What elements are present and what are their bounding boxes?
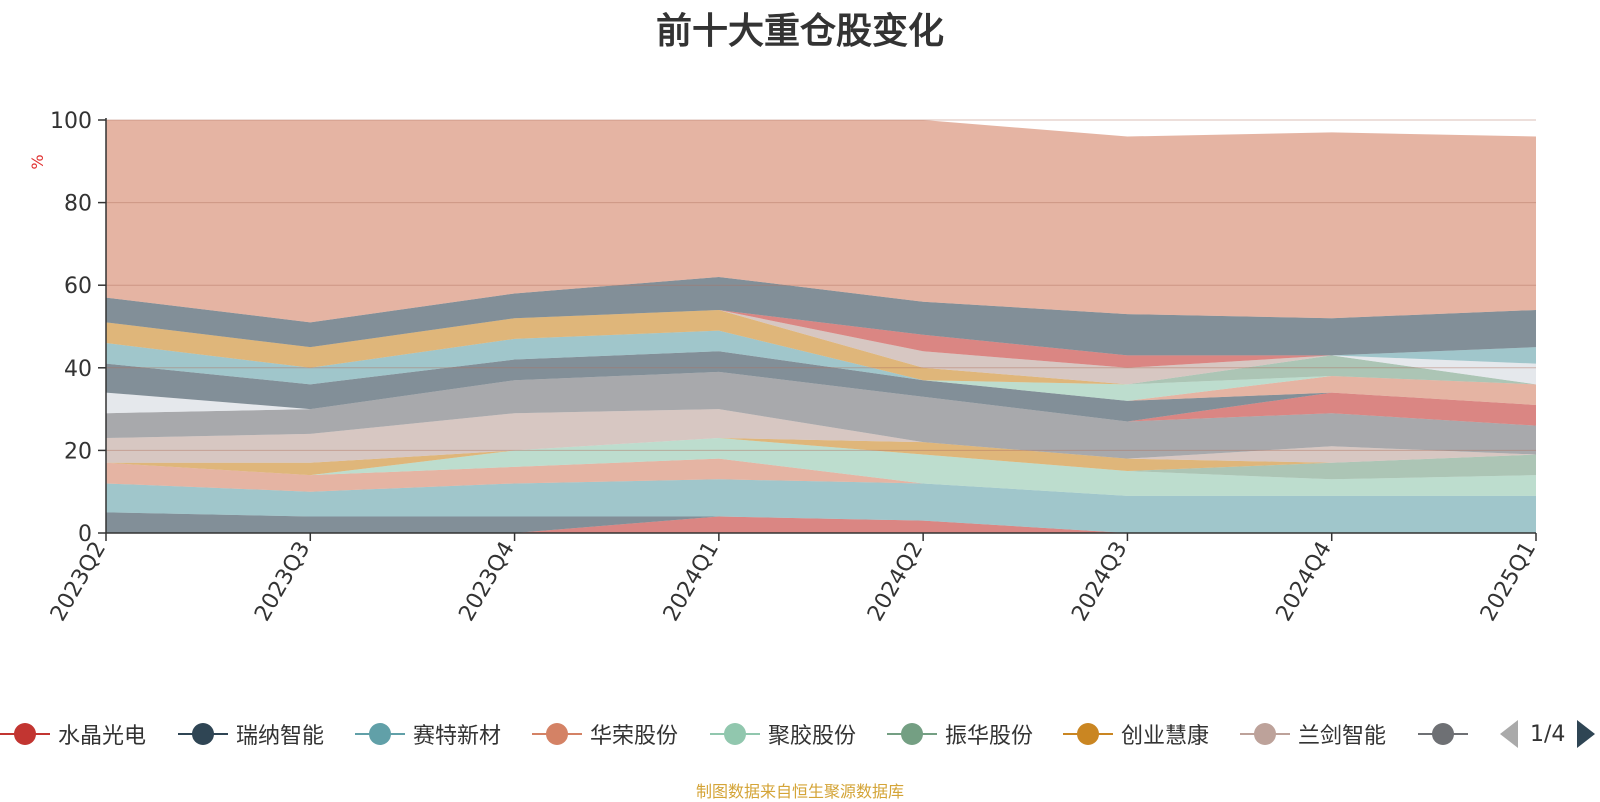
x-tick-label: 2023Q3 xyxy=(250,538,315,626)
y-tick-label: 40 xyxy=(64,357,92,382)
area-layers xyxy=(106,120,1536,533)
legend-page-indicator: 1/4 xyxy=(1530,721,1566,747)
chart-title: 前十大重仓股变化 xyxy=(655,11,944,52)
legend-label: 创业慧康 xyxy=(1121,724,1210,749)
legend-item[interactable]: 赛特新材 xyxy=(355,716,501,752)
x-tick-label: 2023Q4 xyxy=(454,538,519,626)
area-series-14[interactable] xyxy=(106,330,1536,401)
y-tick-label: 80 xyxy=(64,192,92,217)
area-series-7[interactable] xyxy=(106,438,1536,476)
legend-marker-icon xyxy=(178,719,228,749)
x-tick-label: 2024Q1 xyxy=(659,538,724,626)
legend-label: 瑞纳智能 xyxy=(236,724,325,749)
area-series-17[interactable] xyxy=(106,309,1536,385)
data-source-note: 制图数据来自恒生聚源数据库 xyxy=(695,782,904,801)
legend-label: 水晶光电 xyxy=(58,724,147,749)
legend: 水晶光电 瑞纳智能 赛特新材 华荣股份 聚胶股份 振华股份 创业慧康 兰剑智能 | xyxy=(0,716,1600,752)
y-tick-label: 100 xyxy=(50,109,92,134)
area-series-3[interactable] xyxy=(106,479,1536,533)
legend-marker-icon xyxy=(532,719,582,749)
legend-marker-icon xyxy=(1418,719,1468,749)
area-series-22[interactable] xyxy=(106,276,1536,356)
area-series-2[interactable] xyxy=(106,512,1536,533)
legend-marker-icon xyxy=(0,719,50,749)
x-tick-label: 2025Q1 xyxy=(1476,538,1541,626)
legend-marker-icon xyxy=(710,719,760,749)
area-series-8[interactable] xyxy=(106,409,1536,463)
legend-marker-icon xyxy=(355,719,405,749)
y-tick-label: 0 xyxy=(78,522,92,547)
legend-item[interactable]: 瑞纳智能 xyxy=(178,716,324,752)
legend-item[interactable]: 创业慧康 xyxy=(1063,716,1209,752)
legend-item[interactable]: 水晶光电 xyxy=(0,716,146,752)
y-axis-label: % xyxy=(28,154,47,169)
area-series-5[interactable] xyxy=(106,438,1536,496)
legend-label: 聚胶股份 xyxy=(768,724,857,749)
legend-label: 兰剑智能 xyxy=(1298,724,1387,749)
x-tick-label: 2024Q3 xyxy=(1067,538,1132,626)
legend-item[interactable]: 聚胶股份 xyxy=(710,716,856,752)
legend-next-page-icon[interactable] xyxy=(1577,720,1596,748)
legend-label: 赛特新材 xyxy=(413,724,502,749)
legend-item[interactable]: | xyxy=(1418,716,1470,752)
area-series-4[interactable] xyxy=(106,458,1536,496)
y-tick-label: 20 xyxy=(64,439,92,464)
area-series-18[interactable] xyxy=(106,309,1536,385)
area-series-6[interactable] xyxy=(106,438,1536,480)
legend-item[interactable]: 振华股份 xyxy=(887,716,1033,752)
legend-prev-page-icon[interactable] xyxy=(1500,720,1518,748)
x-tick-label: 2024Q4 xyxy=(1272,538,1337,626)
grid-lines xyxy=(106,119,1536,451)
legend-label: 振华股份 xyxy=(945,724,1034,749)
area-series-15[interactable] xyxy=(106,330,1536,401)
area-series-23[interactable] xyxy=(106,120,1536,323)
x-tick-label: 2023Q2 xyxy=(46,538,111,626)
legend-pager: 1/4 xyxy=(1500,716,1596,752)
legend-label: 华荣股份 xyxy=(590,724,679,749)
area-series-12[interactable] xyxy=(106,351,1536,422)
legend-marker-icon xyxy=(1063,719,1113,749)
x-tick-label: 2024Q2 xyxy=(863,538,928,626)
legend-marker-icon xyxy=(1240,719,1290,749)
area-series-9[interactable] xyxy=(106,371,1536,459)
legend-marker-icon xyxy=(887,719,937,749)
legend-item[interactable]: 华荣股份 xyxy=(532,716,678,752)
chart-plot: 0 20 40 60 80 100 2023Q2 2023Q3 2023Q4 2024Q1 2024… xyxy=(28,109,1541,626)
y-tick-label: 60 xyxy=(64,274,92,299)
legend-item[interactable]: 兰剑智能 xyxy=(1240,716,1386,752)
area-series-1[interactable] xyxy=(106,516,1536,533)
